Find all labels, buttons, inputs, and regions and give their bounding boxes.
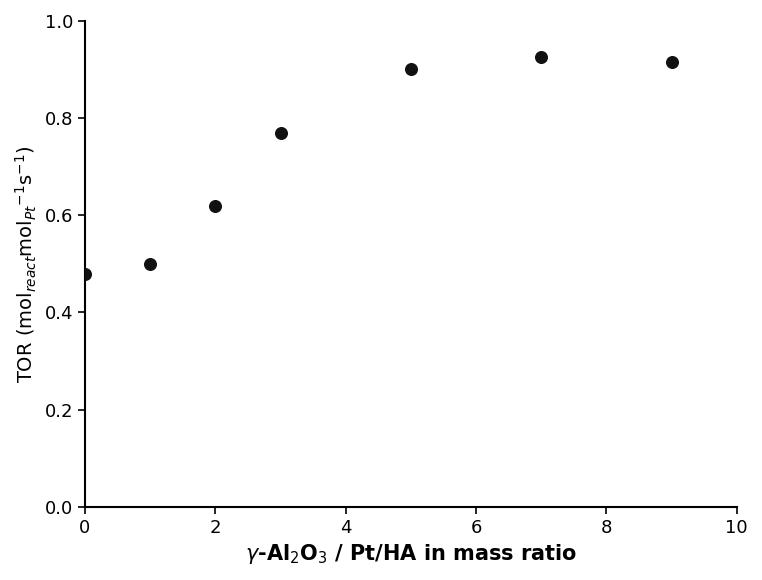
Point: [210, 201, 222, 210]
Point: [144, 259, 156, 269]
Y-axis label: TOR (mol$_{react}$mol$_{Pt}$$^{-1}$s$^{-1}$): TOR (mol$_{react}$mol$_{Pt}$$^{-1}$s$^{-…: [14, 145, 39, 383]
Point: [274, 128, 287, 137]
Point: [405, 65, 417, 74]
Point: [78, 269, 91, 278]
Point: [535, 53, 547, 62]
Point: [665, 57, 677, 67]
X-axis label: $\it{\gamma}$-Al$_2$O$_3$ / Pt/HA in mass ratio: $\it{\gamma}$-Al$_2$O$_3$ / Pt/HA in mas…: [245, 542, 577, 566]
